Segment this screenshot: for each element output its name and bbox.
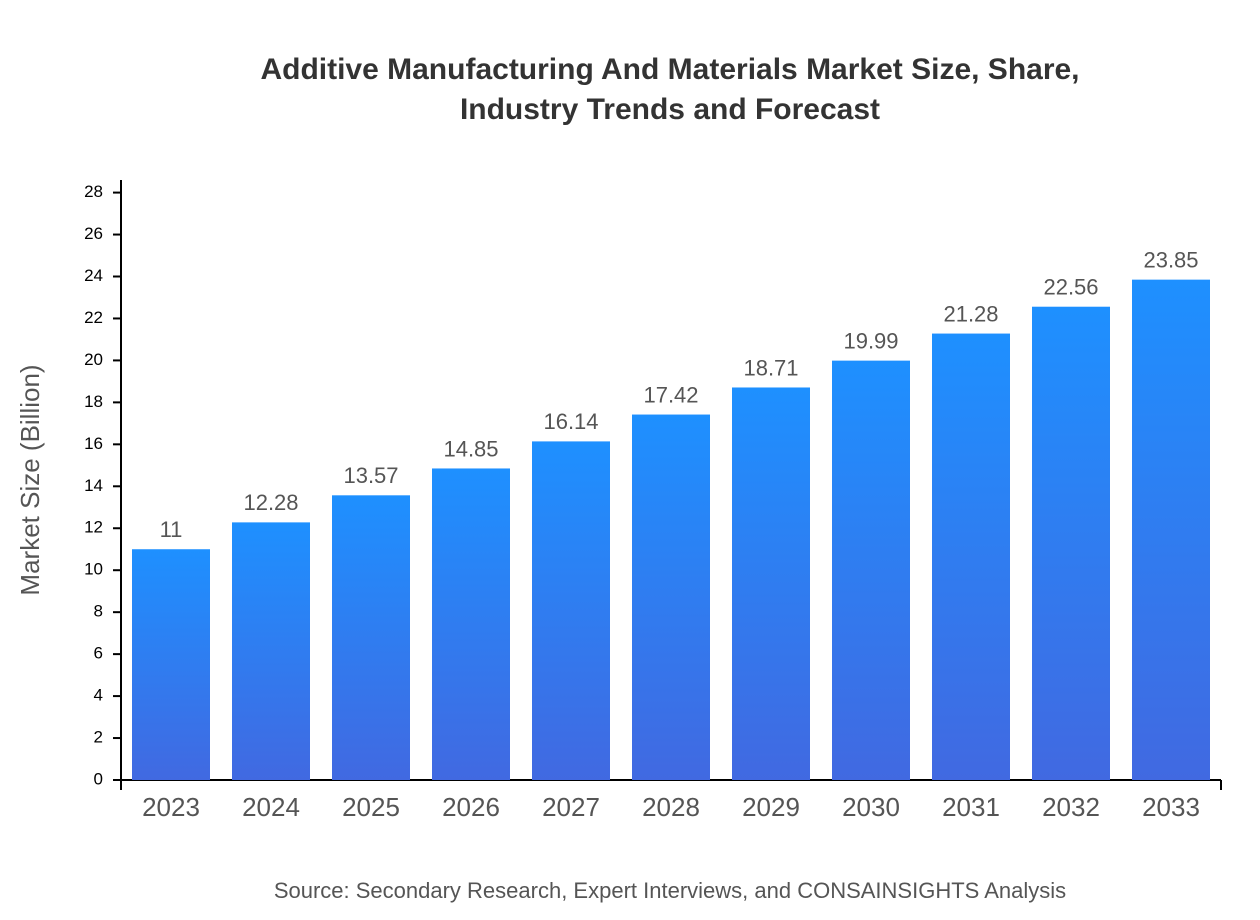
- bar: [432, 468, 510, 780]
- x-tick-label: 2033: [1142, 792, 1200, 822]
- data-label: 21.28: [943, 301, 998, 326]
- y-tick-label: 16: [84, 434, 103, 453]
- data-label: 11: [160, 517, 183, 542]
- x-tick-label: 2029: [742, 792, 800, 822]
- chart-title: Additive Manufacturing And Materials Mar…: [260, 53, 1080, 126]
- y-tick-label: 4: [94, 686, 103, 705]
- y-tick-label: 26: [84, 224, 103, 243]
- x-tick-label: 2025: [342, 792, 400, 822]
- bar: [132, 549, 210, 780]
- data-label: 16.14: [543, 409, 598, 434]
- y-tick-label: 0: [94, 769, 103, 788]
- bar: [1132, 279, 1210, 780]
- y-tick-label: 12: [84, 518, 103, 537]
- data-label: 23.85: [1143, 247, 1198, 272]
- y-axis-label: Market Size (Billion): [15, 364, 45, 595]
- x-tick-label: 2027: [542, 792, 600, 822]
- bar: [332, 495, 410, 780]
- data-label: 22.56: [1043, 275, 1098, 300]
- y-tick-label: 2: [94, 728, 103, 747]
- x-tick-label: 2031: [942, 792, 1000, 822]
- data-label: 13.57: [343, 463, 398, 488]
- bar: [832, 360, 910, 780]
- y-tick-label: 20: [84, 350, 103, 369]
- y-tick-label: 24: [84, 266, 103, 285]
- x-tick-label: 2024: [242, 792, 300, 822]
- bar: [232, 522, 310, 780]
- y-tick-label: 14: [84, 476, 103, 495]
- data-label: 17.42: [643, 382, 698, 407]
- data-label: 14.85: [443, 436, 498, 461]
- data-label: 12.28: [243, 490, 298, 515]
- bar: [932, 333, 1010, 780]
- bar: [732, 387, 810, 780]
- y-tick-label: 6: [94, 644, 103, 663]
- bar: [532, 441, 610, 780]
- y-tick-label: 18: [84, 392, 103, 411]
- x-tick-label: 2028: [642, 792, 700, 822]
- y-tick-label: 28: [84, 182, 103, 201]
- y-tick-label: 22: [84, 308, 103, 327]
- x-tick-label: 2030: [842, 792, 900, 822]
- y-tick-label: 10: [84, 560, 103, 579]
- bar: [1032, 306, 1110, 780]
- data-label: 19.99: [843, 328, 898, 353]
- x-tick-label: 2023: [142, 792, 200, 822]
- y-tick-label: 8: [94, 602, 103, 621]
- x-tick-label: 2032: [1042, 792, 1100, 822]
- data-label: 18.71: [743, 355, 798, 380]
- bar: [632, 414, 710, 780]
- x-tick-label: 2026: [442, 792, 500, 822]
- source-note: Source: Secondary Research, Expert Inter…: [274, 878, 1066, 903]
